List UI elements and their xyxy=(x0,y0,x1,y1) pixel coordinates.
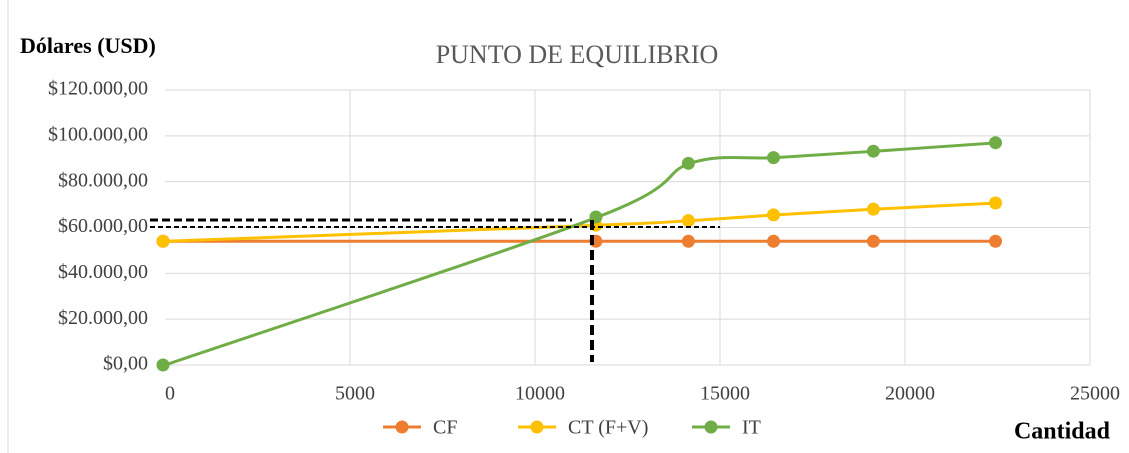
legend-swatch xyxy=(395,420,409,434)
data-point xyxy=(156,358,170,372)
legend-label: CF xyxy=(433,417,457,439)
y-tick-label: $120.000,00 xyxy=(48,78,148,100)
y-tick-label: $0,00 xyxy=(103,353,148,375)
chart-title: PUNTO DE EQUILIBRIO xyxy=(436,40,719,69)
legend-swatch xyxy=(530,420,544,434)
y-tick-label: $60.000,00 xyxy=(58,215,148,237)
y-tick-label: $40.000,00 xyxy=(58,261,148,283)
plot xyxy=(156,136,1002,372)
data-point xyxy=(156,234,170,248)
series-line xyxy=(164,141,998,367)
x-tick-label: 15000 xyxy=(700,383,750,405)
y-tick-label: $100.000,00 xyxy=(48,123,148,145)
data-point xyxy=(767,151,780,165)
legend-label: IT xyxy=(742,417,761,439)
data-point xyxy=(767,234,780,248)
y-tick-label: $20.000,00 xyxy=(58,307,148,329)
data-point xyxy=(989,196,1002,210)
data-point xyxy=(989,234,1002,248)
guides xyxy=(150,218,720,362)
data-point xyxy=(866,234,880,248)
x-tick-label: 0 xyxy=(165,383,175,405)
grid: $0,00 $20.000,00 $40.000,00 $60.000,00 $80.0… xyxy=(48,78,1120,405)
data-point xyxy=(989,136,1002,150)
x-tick-label: 25000 xyxy=(1070,383,1120,405)
x-axis-label: Cantidad xyxy=(1014,419,1111,445)
legend-swatch xyxy=(704,420,718,434)
x-tick-label: 10000 xyxy=(515,383,565,405)
x-tick-label: 5000 xyxy=(335,383,375,405)
data-point xyxy=(866,202,880,216)
data-point xyxy=(866,144,880,158)
y-tick-label: $80.000,00 xyxy=(58,169,148,191)
legend-label: CT (F+V) xyxy=(568,417,648,439)
data-point xyxy=(681,214,695,228)
data-point xyxy=(767,208,780,222)
y-axis-label: Dólares (USD) xyxy=(20,33,156,58)
x-tick-label: 20000 xyxy=(885,383,935,405)
data-point xyxy=(681,156,695,170)
legend: CF CT (F+V) IT xyxy=(383,417,761,439)
data-point xyxy=(681,234,695,248)
